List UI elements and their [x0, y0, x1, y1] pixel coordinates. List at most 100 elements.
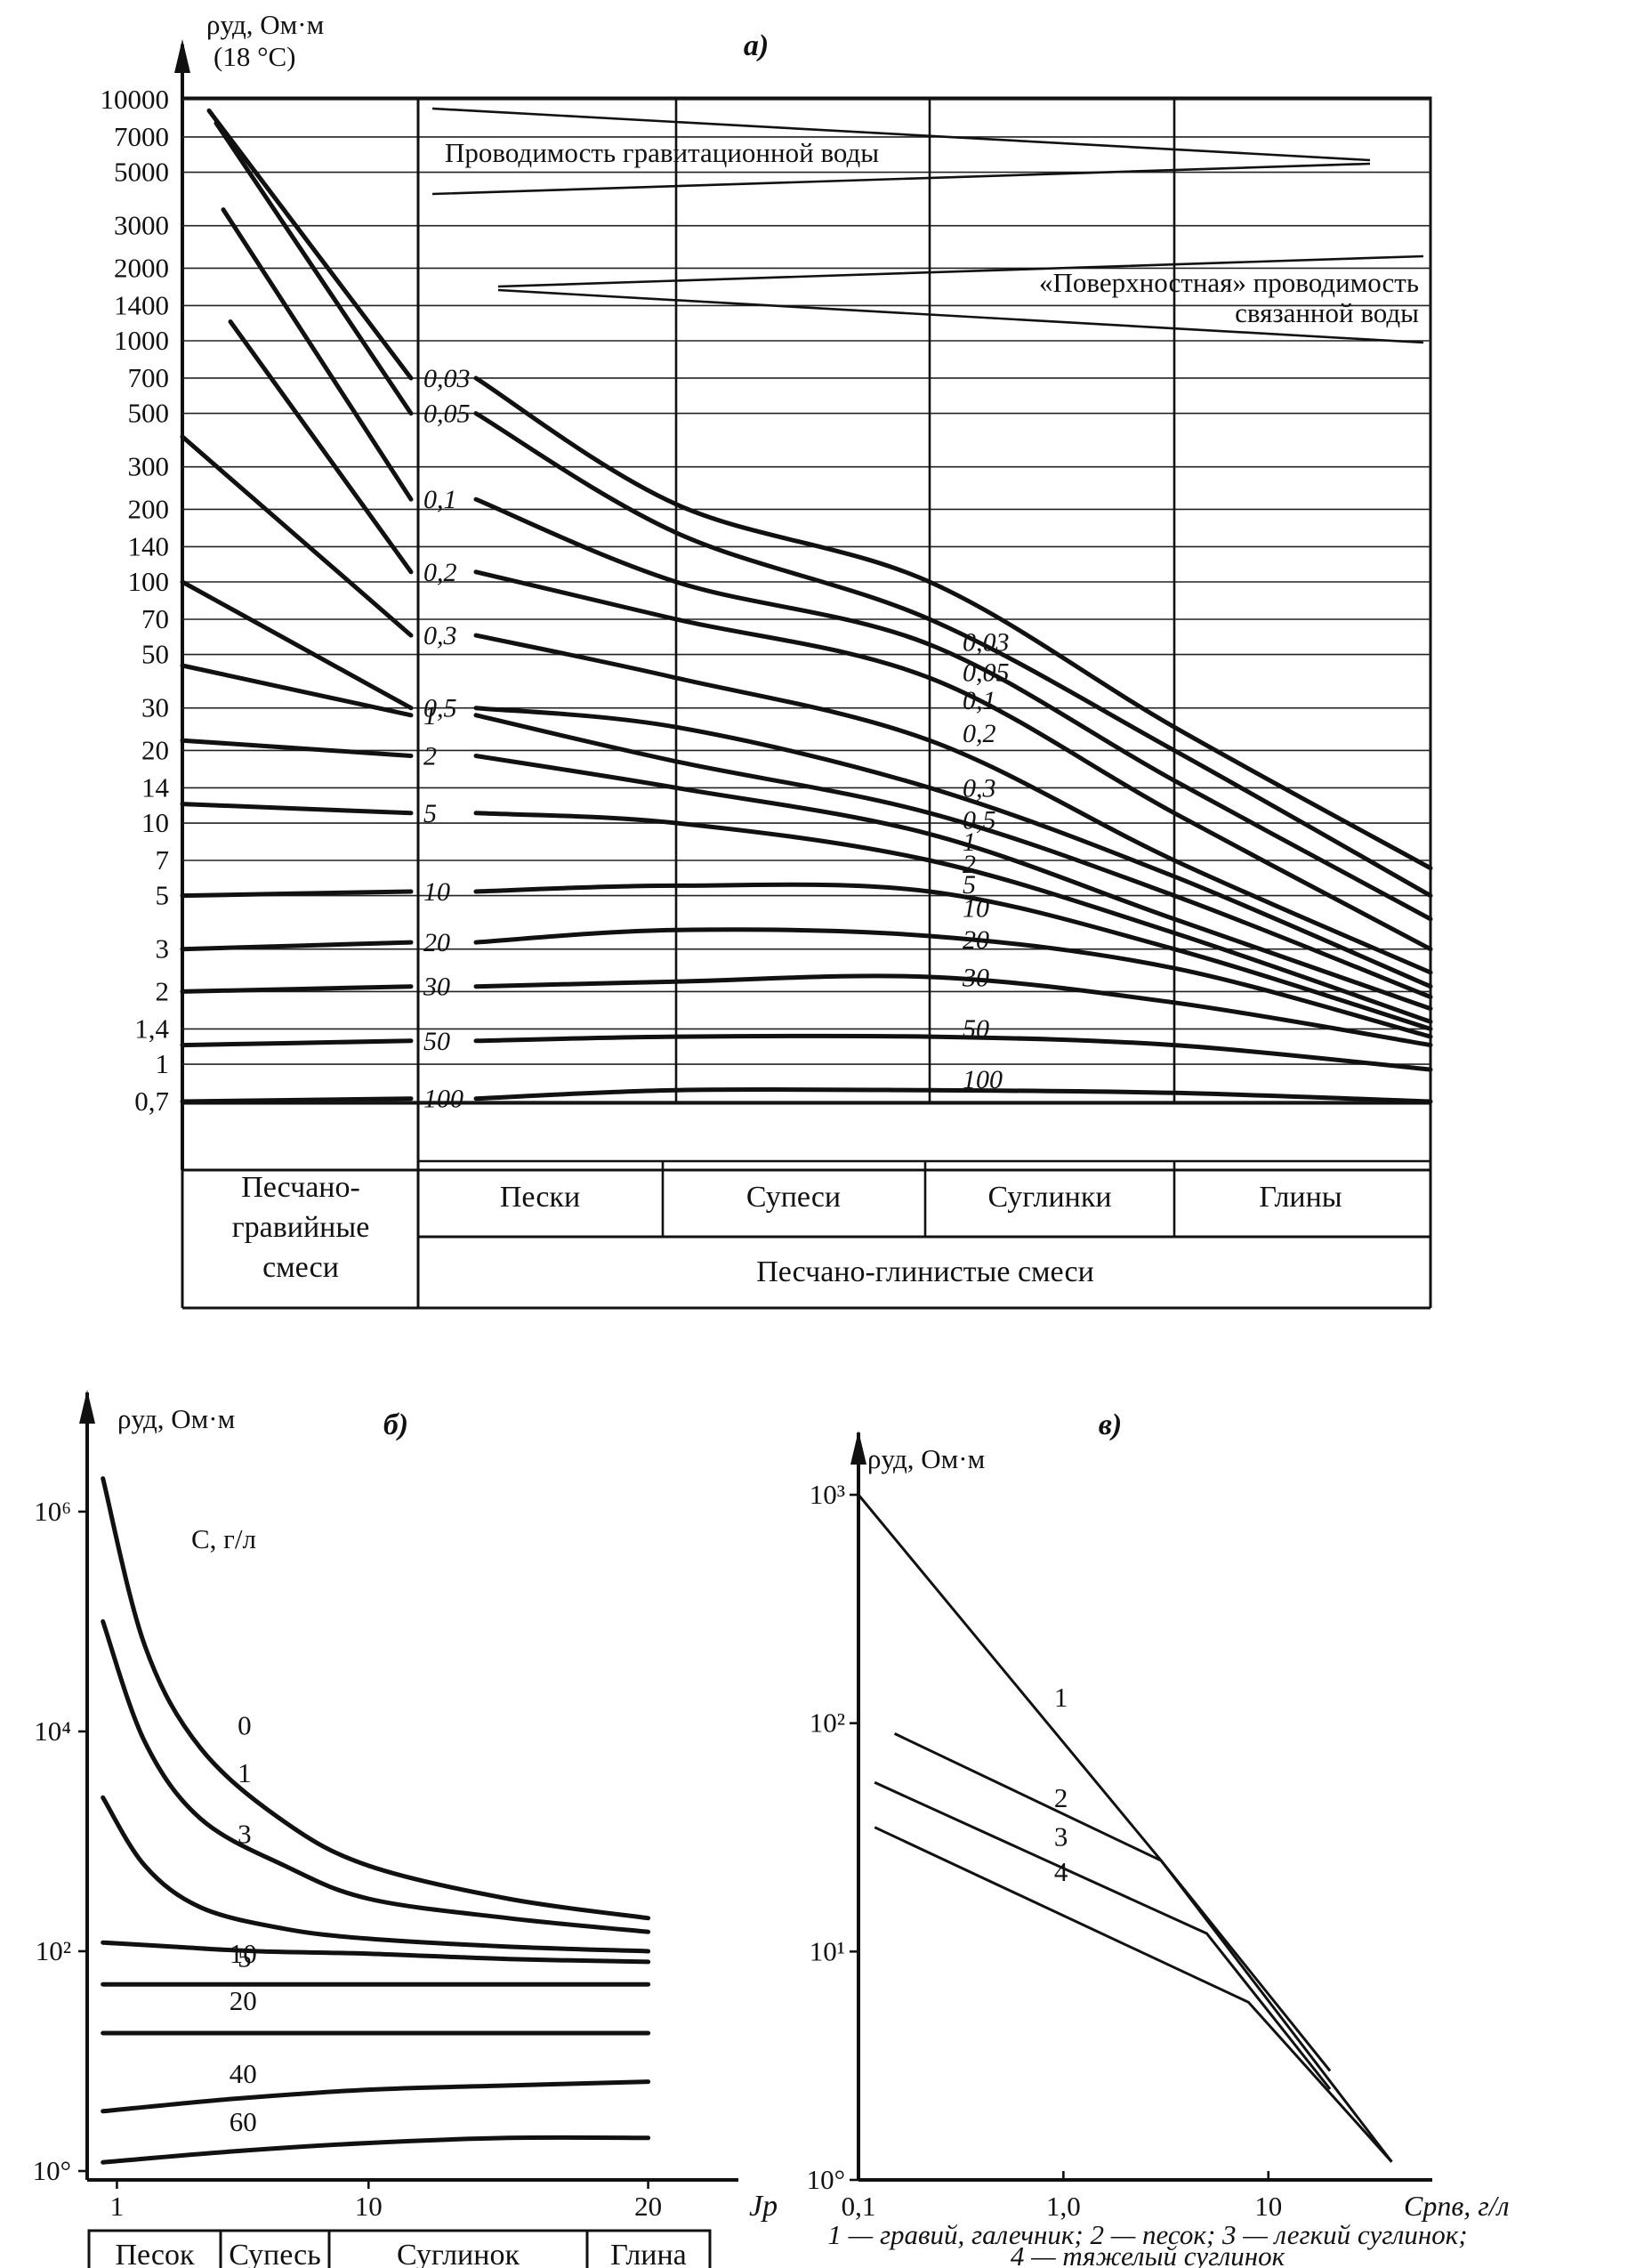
- chart-a-series-label: 100: [963, 1065, 1003, 1094]
- chart-a-ytick-label: 500: [128, 398, 170, 429]
- chart-a-series-line: [180, 1038, 414, 1048]
- chart-a-ytick-label: 3: [156, 933, 170, 965]
- chart-c-ytick-label: 10²: [810, 1707, 845, 1739]
- chart-c-xtick-label: 0,1: [842, 2191, 876, 2222]
- chart-a-series-labels: 0,030,030,050,050,10,10,20,20,30,30,50,5…: [423, 364, 1010, 1114]
- chart-b-y-axis-arrow: [79, 1390, 95, 1424]
- chart-a-series-line: [180, 1096, 414, 1104]
- chart-c-series-label: 2: [1054, 1782, 1068, 1813]
- chart-a-series-label: 30: [962, 963, 989, 992]
- chart-a-series-line: [473, 569, 1433, 952]
- chart-a-series-label: 0,2: [963, 719, 996, 748]
- chart-a-series-line: [180, 802, 414, 816]
- chart-c-series-label: 1: [1054, 1682, 1068, 1713]
- chart-a: а) ρуд, Ом·м (18 °С) 1000070005000300020…: [101, 9, 1433, 1310]
- chart-a-soil-0-line2: гравийные: [232, 1211, 370, 1244]
- chart-a-ytick-label: 20: [141, 734, 169, 765]
- chart-a-y-axis-arrow: [174, 39, 190, 73]
- chart-b-series-label: 10: [230, 1938, 257, 1969]
- chart-c-series-line: [874, 1826, 1393, 2163]
- chart-a-ylabel: ρуд, Ом·м: [206, 9, 324, 40]
- chart-c: в) ρуд, Ом·м 10³ 10² 10¹ 10° 0,1 1,0 10 Српв,…: [807, 1408, 1510, 2268]
- panel-b-title: б): [383, 1408, 408, 1441]
- chart-c-series-group: [857, 1494, 1393, 2163]
- chart-b-series-label: 5: [238, 1941, 252, 1973]
- chart-a-series-label: 50: [963, 1014, 989, 1044]
- chart-a-yticks: 1000070005000300020001400100070050030020…: [101, 84, 170, 1117]
- chart-c-xlabel: Српв, г/л: [1404, 2190, 1510, 2222]
- chart-c-ytick-label: 10°: [807, 2164, 845, 2195]
- chart-c-series-label: 3: [1054, 1821, 1068, 1852]
- panel-a-title: а): [744, 29, 769, 62]
- chart-a-series-label: 10: [423, 877, 450, 907]
- chart-a-series-label: 0,5: [963, 805, 996, 835]
- chart-b-xlabel: Jp: [749, 2190, 778, 2223]
- chart-c-y-axis-arrow: [850, 1431, 866, 1465]
- chart-a-series-label: 0,1: [963, 686, 996, 715]
- chart-a-series-label: 1: [423, 701, 437, 730]
- panel-c-title: в): [1099, 1408, 1123, 1441]
- chart-a-annotation-bound-water: связанной воды: [1235, 297, 1419, 328]
- chart-a-series-label: 0,03: [963, 628, 1010, 658]
- chart-c-ytick-label: 10³: [810, 1479, 845, 1510]
- chart-a-ytick-label: 10: [141, 807, 169, 838]
- chart-a-series-label: 2: [423, 741, 437, 771]
- chart-a-series-line: [473, 411, 1433, 899]
- chart-a-ytick-label: 200: [128, 493, 170, 524]
- chart-b-series-line: [101, 1476, 651, 1921]
- chart-a-annotation-gravitational: Проводимость гравитационной воды: [445, 137, 879, 168]
- chart-a-series-line: [473, 713, 1433, 999]
- chart-b-xticks: 1 10 20: [110, 2180, 662, 2222]
- chart-a-ytick-label: 300: [128, 451, 170, 482]
- chart-c-xtick-label: 10: [1254, 2191, 1282, 2222]
- chart-a-series-label: 20: [423, 928, 450, 957]
- chart-c-series-line: [893, 1732, 1332, 2072]
- chart-b-series-line: [101, 1940, 651, 1965]
- chart-b-soil-clay: Глина: [610, 2239, 687, 2268]
- chart-c-series-line: [857, 1494, 1393, 2163]
- chart-a-series-line: [473, 927, 1433, 1039]
- chart-a-ytick-label: 50: [141, 639, 169, 670]
- chart-b-ytick-label: 10⁴: [34, 1715, 71, 1747]
- chart-a-ytick-label: 7000: [114, 121, 169, 152]
- chart-b-series-line: [101, 1795, 651, 1954]
- chart-a-ytick-label: 3000: [114, 210, 169, 241]
- chart-b-series-line: [101, 2135, 651, 2165]
- chart-a-series-label: 0,3: [423, 621, 457, 650]
- chart-b-series-group: [101, 1476, 651, 2165]
- chart-a-series-line: [221, 207, 414, 502]
- chart-b-soil-loam: Суглинок: [397, 2239, 520, 2268]
- chart-a-series-label: 2: [963, 850, 976, 879]
- chart-a-ytick-label: 10000: [101, 84, 170, 115]
- chart-b-soil-sand: Песок: [115, 2239, 195, 2268]
- chart-a-soil-clay: Глины: [1259, 1181, 1342, 1214]
- chart-a-series-line: [180, 940, 414, 952]
- chart-a-series-label: 0,05: [423, 400, 471, 429]
- chart-c-ytick-label: 10¹: [810, 1935, 845, 1966]
- chart-a-ytick-label: 7: [156, 844, 170, 876]
- chart-a-ytick-label: 1,4: [134, 1013, 169, 1044]
- chart-a-series-label: 0,1: [423, 485, 457, 514]
- chart-c-yticks: 10³ 10² 10¹ 10°: [807, 1479, 858, 2195]
- chart-a-series-line: [180, 663, 414, 718]
- chart-a-series-line: [473, 1033, 1433, 1072]
- chart-a-series-label: 5: [963, 870, 976, 900]
- chart-a-series-line: [473, 973, 1433, 1048]
- chart-a-series-line: [473, 706, 1433, 989]
- chart-b-ylabel: ρуд, Ом·м: [117, 1403, 235, 1434]
- chart-b-series-label: 60: [230, 2106, 257, 2137]
- chart-a-annotation-wedges: [431, 107, 1424, 344]
- chart-a-soil-dividers: [181, 98, 1432, 1310]
- chart-b-series-label: 40: [230, 2058, 257, 2089]
- chart-a-series-line: [473, 633, 1433, 975]
- chart-a-series-label: 1: [963, 827, 976, 857]
- chart-a-ytick-label: 100: [128, 566, 170, 597]
- chart-a-soil-sandy-loam: Супеси: [746, 1181, 841, 1214]
- chart-a-series-label: 0,03: [423, 364, 471, 393]
- chart-c-series-labels: 1 2 3 4: [1054, 1682, 1068, 1887]
- chart-a-series-line: [206, 108, 414, 381]
- chart-a-series-line: [228, 319, 414, 575]
- chart-b-series-labels: 0 1 3 510 20 40 60: [230, 1709, 257, 2137]
- chart-a-ytick-label: 140: [128, 530, 170, 561]
